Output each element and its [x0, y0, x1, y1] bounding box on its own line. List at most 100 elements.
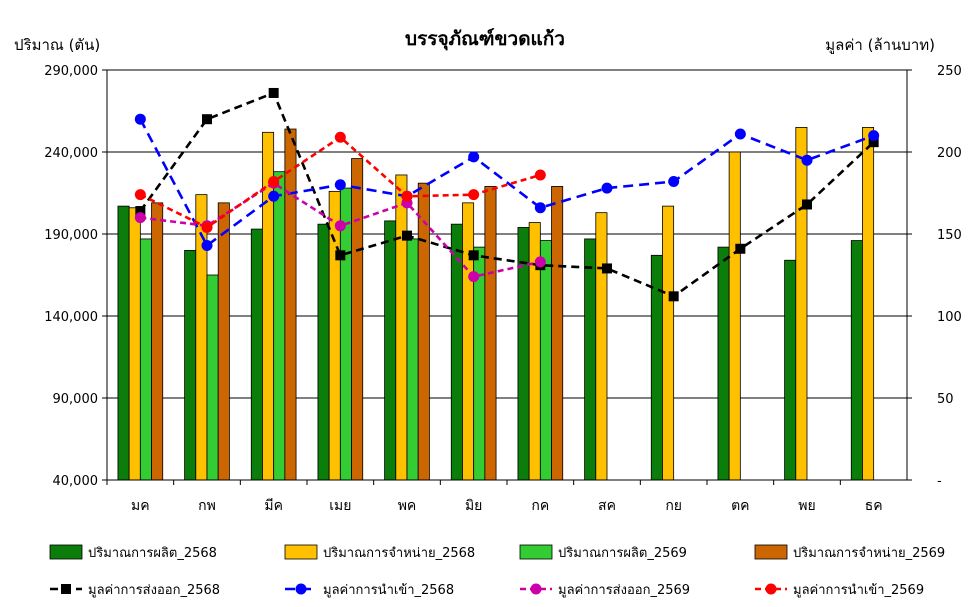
- category-label: มิย: [465, 498, 482, 514]
- left-tick-label: 40,000: [53, 474, 99, 489]
- data-point: [268, 190, 280, 202]
- category-label: กพ: [198, 498, 216, 514]
- bar: [250, 228, 263, 481]
- data-point: [335, 250, 346, 261]
- data-point: [468, 271, 480, 283]
- legend-marker: [295, 583, 307, 595]
- bar: [484, 186, 497, 481]
- data-point: [468, 151, 480, 163]
- bar: [728, 151, 741, 481]
- legend-label: ปริมาณการผลิต_2568: [88, 546, 217, 561]
- bar: [539, 240, 552, 481]
- bar: [417, 182, 430, 481]
- bar: [850, 240, 863, 481]
- legend-label: มูลค่าการส่งออก_2569: [558, 583, 690, 598]
- data-point: [668, 291, 679, 302]
- data-point: [134, 212, 146, 224]
- legend-label: มูลค่าการนำเข้า_2568: [323, 583, 454, 598]
- bar: [450, 223, 463, 481]
- bar: [128, 207, 141, 481]
- bar: [717, 246, 730, 481]
- data-point: [402, 230, 412, 241]
- right-tick-label: 200: [937, 146, 962, 161]
- category-label: พค: [398, 498, 417, 514]
- bar: [662, 205, 675, 481]
- bar: [384, 220, 397, 481]
- right-tick-label: -: [937, 474, 942, 489]
- category-label: พย: [798, 498, 815, 514]
- category-label: กค: [531, 498, 549, 514]
- bar: [151, 202, 164, 481]
- right-tick-label: 50: [937, 392, 954, 407]
- legend-swatch: [519, 544, 553, 560]
- category-label: กย: [665, 498, 682, 514]
- bar: [117, 205, 130, 481]
- legend-marker: [765, 583, 777, 595]
- left-tick-label: 240,000: [44, 146, 98, 161]
- legend-swatch: [754, 544, 788, 560]
- series-line: [139, 118, 875, 248]
- bar: [184, 249, 197, 481]
- data-point: [534, 169, 546, 181]
- data-point: [201, 221, 213, 233]
- data-point: [201, 239, 213, 251]
- bar: [551, 186, 564, 481]
- bar: [284, 128, 297, 481]
- category-label: ตค: [731, 498, 749, 514]
- bar: [317, 223, 330, 481]
- data-point: [334, 131, 346, 143]
- legend-label: มูลค่าการนำเข้า_2569: [793, 583, 924, 598]
- legend-label: ปริมาณการผลิต_2569: [558, 546, 687, 561]
- bar: [217, 202, 230, 481]
- data-point: [268, 176, 280, 188]
- data-point: [468, 250, 479, 261]
- data-point: [802, 199, 812, 210]
- data-point: [534, 256, 546, 268]
- bar: [139, 238, 152, 481]
- data-point: [735, 243, 746, 254]
- bar: [784, 259, 797, 481]
- data-point: [334, 220, 346, 232]
- category-label: เมย: [329, 498, 351, 514]
- legend: ปริมาณการผลิต_2568 ปริมาณการจำหน่าย_2568 ป…: [49, 544, 945, 598]
- left-tick-label: 190,000: [44, 228, 98, 243]
- data-point: [602, 263, 612, 274]
- legend-label: มูลค่าการส่งออก_2568: [88, 583, 220, 598]
- data-point: [534, 202, 546, 214]
- bar: [795, 127, 808, 481]
- bar: [273, 171, 286, 481]
- legend-label: ปริมาณการจำหน่าย_2569: [793, 546, 945, 561]
- right-tick-label: 250: [937, 64, 962, 79]
- category-label: มค: [131, 498, 150, 514]
- data-point: [868, 130, 880, 142]
- left-tick-label: 140,000: [44, 310, 98, 325]
- legend-marker: [61, 584, 71, 594]
- left-tick-label: 90,000: [53, 392, 99, 407]
- right-axis-title: มูลค่า (ล้านบาท): [825, 36, 935, 54]
- bar: [328, 190, 341, 481]
- data-point: [334, 179, 346, 191]
- bar: [462, 202, 475, 481]
- data-point: [134, 113, 146, 125]
- category-label: ธค: [865, 498, 883, 514]
- axes: 40,000 90,000 140,000 190,000 240,000 290,000…: [44, 64, 962, 514]
- legend-marker: [530, 583, 542, 595]
- right-tick-label: 100: [937, 310, 962, 325]
- data-point: [668, 176, 680, 188]
- data-point: [468, 189, 480, 201]
- bar: [406, 238, 419, 481]
- bar: [584, 238, 597, 481]
- category-label: มีค: [264, 498, 283, 514]
- data-point: [135, 206, 146, 217]
- legend-label: ปริมาณการจำหน่าย_2568: [323, 546, 475, 561]
- bar: [395, 174, 408, 481]
- data-point: [401, 190, 413, 202]
- bar: [206, 274, 219, 481]
- legend-swatch: [49, 544, 83, 560]
- bar: [650, 254, 663, 481]
- data-point: [801, 154, 813, 166]
- category-label: สค: [598, 498, 616, 514]
- bar: [339, 187, 352, 481]
- data-point: [202, 114, 212, 125]
- bar: [595, 212, 608, 481]
